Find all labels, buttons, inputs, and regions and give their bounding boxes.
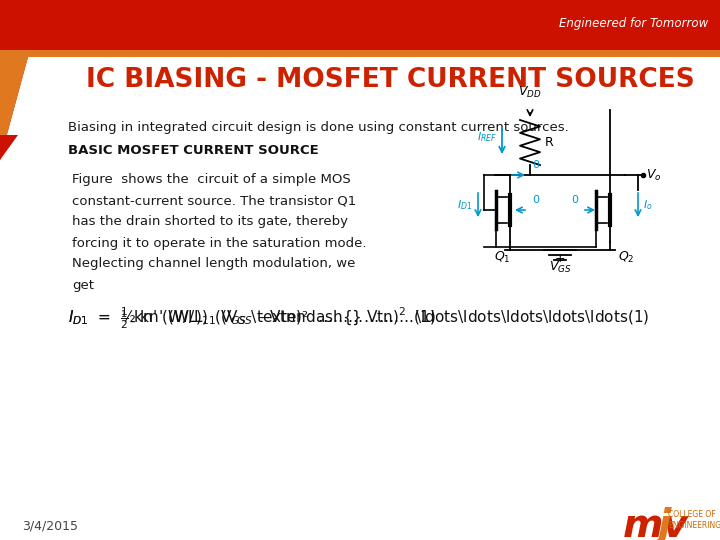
Text: has the drain shorted to its gate, thereby: has the drain shorted to its gate, there… [72, 215, 348, 228]
Text: IC BIASING - MOSFET CURRENT SOURCES: IC BIASING - MOSFET CURRENT SOURCES [86, 67, 694, 93]
Text: Figure  shows the  circuit of a simple MOS: Figure shows the circuit of a simple MOS [72, 173, 351, 186]
Text: forcing it to operate in the saturation mode.: forcing it to operate in the saturation … [72, 237, 366, 249]
Text: $V_{DD}$: $V_{DD}$ [518, 85, 542, 100]
Text: $V_{GS}$: $V_{GS}$ [549, 260, 571, 275]
Text: BASIC MOSFET CURRENT SOURCE: BASIC MOSFET CURRENT SOURCE [68, 144, 319, 157]
Polygon shape [0, 57, 28, 160]
Polygon shape [0, 135, 18, 160]
Text: Biasing in integrated circuit design is done using constant current sources.: Biasing in integrated circuit design is … [68, 120, 569, 133]
Text: $V_o$: $V_o$ [646, 167, 662, 183]
Text: COLLEGE OF
ENGINEERING: COLLEGE OF ENGINEERING [668, 510, 720, 530]
Text: 3/4/2015: 3/4/2015 [22, 519, 78, 532]
Text: $I_{D1}$  =  $\frac{1}{2}$ kn' (W/L)$_1$ (V$_{GS}$ \textendash{} Vtn)$^2$  \ldot: $I_{D1}$ = $\frac{1}{2}$ kn' (W/L)$_1$ (… [68, 305, 649, 331]
Polygon shape [0, 50, 720, 57]
Text: Engineered for Tomorrow: Engineered for Tomorrow [559, 17, 708, 30]
Text: +: + [554, 252, 565, 265]
Text: $I_o$: $I_o$ [643, 198, 652, 212]
Text: $I_{REF}$: $I_{REF}$ [477, 131, 497, 144]
Text: constant-current source. The transistor Q1: constant-current source. The transistor … [72, 194, 356, 207]
Text: $Q_1$: $Q_1$ [494, 250, 510, 265]
Text: R: R [545, 136, 554, 149]
Text: j: j [658, 507, 671, 540]
Polygon shape [0, 0, 720, 50]
Text: $I_{D1}$: $I_{D1}$ [457, 198, 473, 212]
Polygon shape [0, 0, 65, 160]
Text: $I_{D1}$  =  ½ kn' (W/L)$_1$ (V$_{GS}$ – Vtn)²  ……………….(1): $I_{D1}$ = ½ kn' (W/L)$_1$ (V$_{GS}$ – V… [68, 309, 436, 327]
Text: mv: mv [623, 507, 689, 540]
Text: Neglecting channel length modulation, we: Neglecting channel length modulation, we [72, 258, 356, 271]
Text: 0: 0 [532, 195, 539, 205]
Text: $Q_2$: $Q_2$ [618, 250, 634, 265]
Text: 0: 0 [571, 195, 578, 205]
Text: 0: 0 [532, 160, 539, 170]
Text: get: get [72, 279, 94, 292]
